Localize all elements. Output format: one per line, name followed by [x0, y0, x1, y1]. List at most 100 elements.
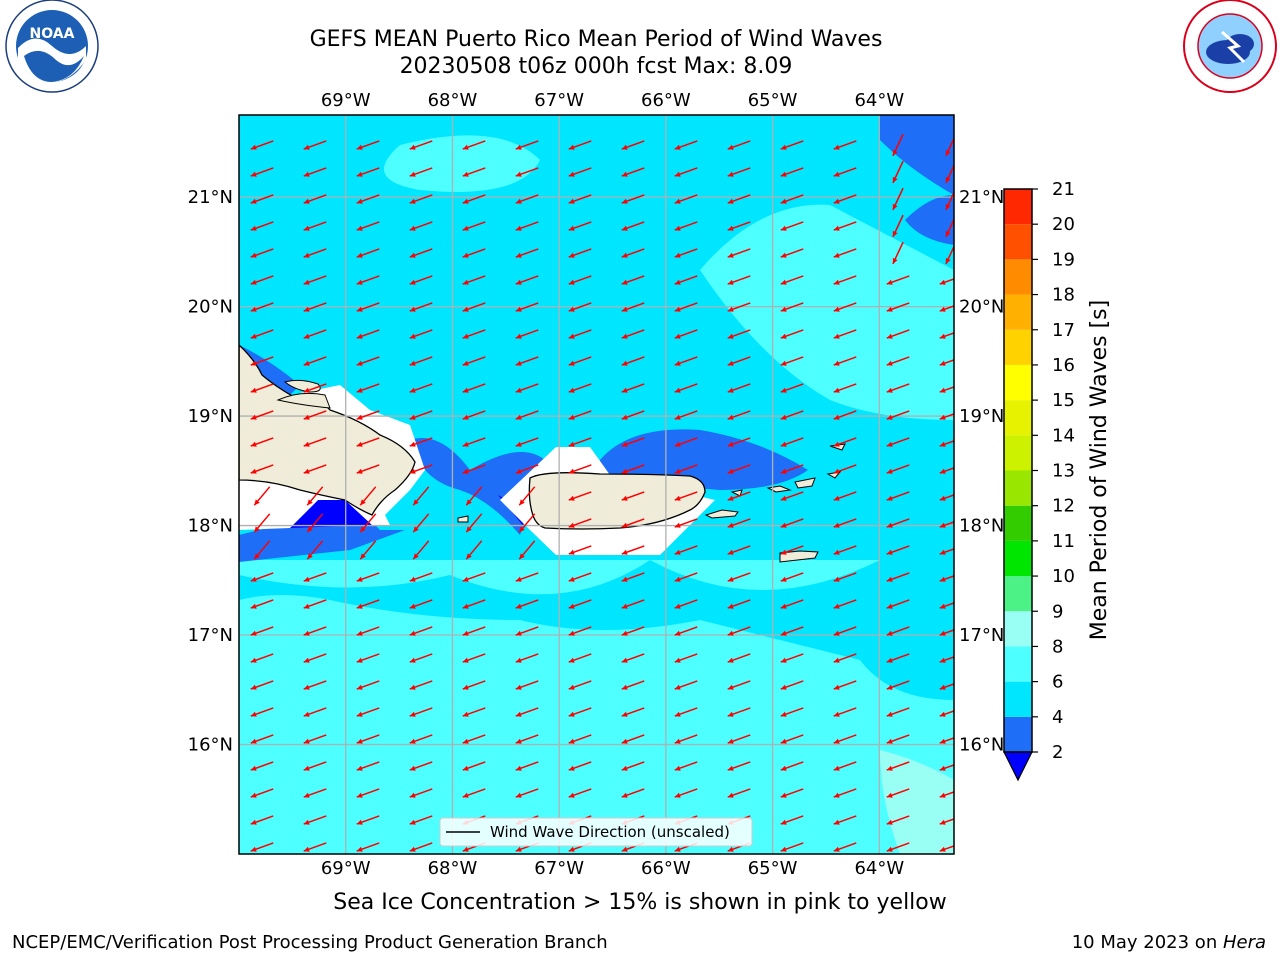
- wind-arrowhead: [250, 603, 257, 609]
- wind-arrowhead: [356, 819, 363, 825]
- wind-arrowhead: [621, 414, 628, 420]
- colorbar-segment: [1004, 470, 1032, 506]
- wind-arrowhead: [939, 576, 946, 582]
- wind-arrowhead: [939, 630, 946, 636]
- wind-arrowhead: [886, 603, 893, 609]
- wind-arrowhead: [462, 630, 469, 636]
- legend-label: Wind Wave Direction (unscaled): [490, 823, 730, 841]
- wind-arrowhead: [780, 144, 787, 150]
- lon-labels-top: 69°W 68°W 67°W 66°W 65°W 64°W: [321, 90, 904, 111]
- wind-arrowhead: [939, 792, 946, 798]
- wind-arrowhead: [568, 630, 575, 636]
- wind-arrowhead: [674, 522, 681, 528]
- wind-arrowhead: [568, 522, 575, 528]
- footer-date: 10 May 2023 on: [1071, 932, 1223, 953]
- wind-arrowhead: [462, 252, 469, 258]
- wind-arrowhead: [409, 225, 416, 231]
- wind-arrowhead: [303, 576, 310, 582]
- colorbar-tick-label: 17: [1052, 320, 1075, 341]
- wind-arrowhead: [886, 792, 893, 798]
- wind-arrowhead: [939, 657, 946, 663]
- colorbar-segment: [1004, 294, 1032, 330]
- wind-arrowhead: [727, 684, 734, 690]
- wind-arrowhead: [250, 360, 257, 366]
- wind-arrowhead: [727, 765, 734, 771]
- wind-arrowhead: [462, 738, 469, 744]
- wind-arrowhead: [462, 387, 469, 393]
- wind-arrowhead: [409, 252, 416, 258]
- wind-arrowhead: [303, 225, 310, 231]
- colorbar-segment: [1004, 646, 1032, 682]
- wind-arrowhead: [886, 846, 893, 852]
- wind-arrowhead: [356, 279, 363, 285]
- lat-tick-label: 18°N: [959, 516, 1004, 537]
- wind-arrowhead: [939, 846, 946, 852]
- footer-host: Hera: [1222, 932, 1266, 953]
- wind-arrowhead: [413, 553, 419, 560]
- wind-arrowhead: [519, 526, 525, 533]
- wind-arrowhead: [515, 306, 522, 312]
- colorbar-tick-label: 6: [1052, 672, 1063, 693]
- wind-arrowhead: [462, 441, 469, 447]
- wind-arrowhead: [621, 333, 628, 339]
- wind-arrowhead: [727, 198, 734, 204]
- wind-arrowhead: [833, 414, 840, 420]
- wind-arrowhead: [568, 279, 575, 285]
- wind-arrowhead: [568, 333, 575, 339]
- map-title: GEFS MEAN Puerto Rico Mean Period of Win…: [309, 27, 883, 52]
- wind-arrowhead: [409, 144, 416, 150]
- colorbar-tick-label: 18: [1052, 285, 1075, 306]
- colorbar-tick-label: 10: [1052, 566, 1075, 587]
- wind-arrowhead: [886, 765, 893, 771]
- colorbar: 2 4 6 8 9 10 11 12 13 14 15 16 17 18 19 20 21: [1003, 179, 1075, 782]
- wind-arrowhead: [833, 279, 840, 285]
- wind-arrowhead: [515, 576, 522, 582]
- wind-arrowhead: [674, 333, 681, 339]
- wind-arrowhead: [568, 765, 575, 771]
- wind-arrowhead: [568, 549, 575, 555]
- wind-arrowhead: [250, 738, 257, 744]
- wind-arrowhead: [250, 468, 257, 474]
- lon-tick-label: 68°W: [428, 90, 478, 111]
- map-frame: [238, 114, 955, 855]
- wind-arrowhead: [250, 819, 257, 825]
- wind-arrowhead: [413, 526, 419, 533]
- wind-arrowhead: [303, 630, 310, 636]
- wind-arrowhead: [568, 306, 575, 312]
- colorbar-segment: [1004, 576, 1032, 612]
- wind-arrowhead: [727, 171, 734, 177]
- wind-arrowhead: [621, 495, 628, 501]
- wind-arrowhead: [939, 711, 946, 717]
- wind-arrowhead: [568, 576, 575, 582]
- wind-arrowhead: [780, 819, 787, 825]
- wind-arrowhead: [250, 144, 257, 150]
- wind-arrowhead: [409, 846, 416, 852]
- wind-arrowhead: [303, 414, 310, 420]
- wind-arrowhead: [727, 333, 734, 339]
- footer-right: 10 May 2023 on Hera: [1072, 932, 1266, 953]
- wind-arrowhead: [250, 171, 257, 177]
- wind-arrowhead: [833, 387, 840, 393]
- wind-arrowhead: [780, 279, 787, 285]
- wind-arrowhead: [674, 630, 681, 636]
- wind-arrowhead: [945, 257, 951, 264]
- wind-arrowhead: [303, 738, 310, 744]
- wind-arrowhead: [303, 171, 310, 177]
- wind-arrowhead: [886, 819, 893, 825]
- lat-tick-label: 17°N: [188, 625, 233, 646]
- wind-arrowhead: [250, 576, 257, 582]
- wind-arrowhead: [674, 252, 681, 258]
- wind-arrowhead: [727, 549, 734, 555]
- map-subtitle: 20230508 t06z 000h fcst Max: 8.09: [399, 54, 793, 79]
- wind-arrowhead: [674, 171, 681, 177]
- wind-arrowhead: [303, 333, 310, 339]
- wind-arrowhead: [892, 149, 898, 156]
- wind-arrowhead: [568, 684, 575, 690]
- wind-arrowhead: [892, 257, 898, 264]
- wind-arrowhead: [780, 414, 787, 420]
- wind-arrowhead: [303, 441, 310, 447]
- wind-arrowhead: [780, 765, 787, 771]
- wind-arrowhead: [939, 360, 946, 366]
- wind-arrowhead: [356, 765, 363, 771]
- wind-arrowhead: [621, 738, 628, 744]
